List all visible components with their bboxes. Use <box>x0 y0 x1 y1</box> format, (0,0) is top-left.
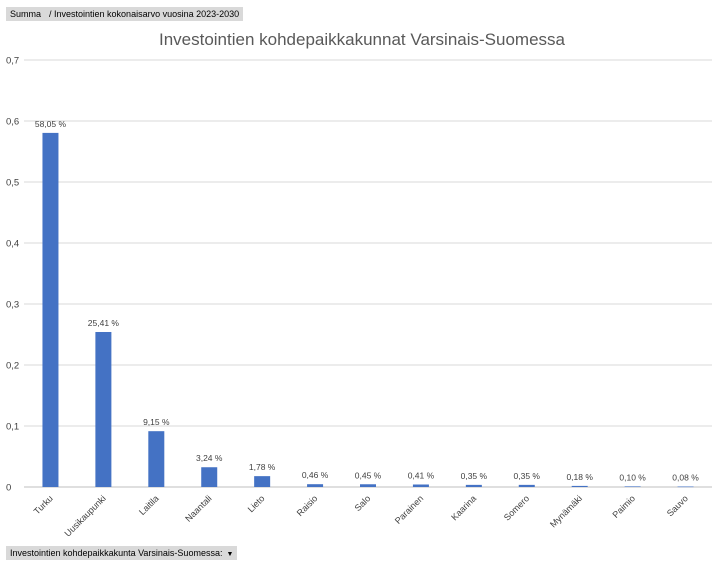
x-category-label: Raisio <box>295 493 320 518</box>
x-category-label: Somero <box>502 493 531 522</box>
data-label: 25,41 % <box>88 318 120 328</box>
bar <box>677 486 694 488</box>
bar <box>42 132 59 487</box>
x-category-label: Naantali <box>183 493 213 523</box>
x-category-label: Salo <box>353 493 373 513</box>
x-category-label: Laitila <box>137 493 161 517</box>
data-label: 0,18 % <box>566 472 593 482</box>
axis-field-label: Investointien kohdepaikkakunta Varsinais… <box>10 548 223 558</box>
y-tick-label: 0,5 <box>6 178 19 189</box>
data-label: 0,41 % <box>408 470 435 480</box>
y-tick-label: 0,6 <box>6 117 19 128</box>
bar <box>360 484 376 487</box>
data-label: 58,05 % <box>35 119 67 129</box>
pivot-axis-field-dropdown[interactable]: Investointien kohdepaikkakunta Varsinais… <box>6 546 238 560</box>
dropdown-arrow-icon: ▼ <box>226 551 234 558</box>
y-tick-label: 0,4 <box>6 239 19 250</box>
bar <box>95 331 112 487</box>
data-label: 0,35 % <box>514 471 541 481</box>
x-category-label: Uusikaupunki <box>63 493 108 538</box>
chart-title: Investointien kohdepaikkakunnat Varsinai… <box>159 30 566 49</box>
bar <box>465 484 482 487</box>
data-label: 0,45 % <box>355 470 382 480</box>
data-label: 9,15 % <box>143 417 170 427</box>
y-tick-label: 0,1 <box>6 422 19 433</box>
x-category-label: Parainen <box>393 493 426 526</box>
x-category-label: Turku <box>32 493 55 516</box>
value-field-name: / Investointien kokonaisarvo vuosina 202… <box>49 9 240 19</box>
bar <box>254 476 271 487</box>
bar <box>624 486 641 487</box>
value-field-label: Summa <box>10 9 42 19</box>
y-tick-label: 0,7 <box>6 56 19 67</box>
bar <box>518 484 535 487</box>
data-label: 3,24 % <box>196 453 223 463</box>
data-label: 0,46 % <box>302 470 329 480</box>
bars <box>42 132 694 488</box>
y-axis-tick-labels: 0 0,1 0,2 0,3 0,4 0,5 0,6 0,7 <box>6 56 19 494</box>
pivot-value-field-button[interactable]: Summa / Investointien kokonaisarvo vuosin… <box>6 7 244 21</box>
y-tick-label: 0 <box>6 483 11 494</box>
data-label: 0,08 % <box>672 473 699 483</box>
bar <box>571 485 588 487</box>
bar <box>412 484 429 487</box>
data-label: 0,35 % <box>461 471 488 481</box>
x-category-label: Kaarina <box>449 493 478 522</box>
bar <box>201 467 218 487</box>
bar <box>148 431 165 487</box>
x-category-label: Paimio <box>611 493 638 520</box>
x-axis-category-labels: Turku Uusikaupunki Laitila Naantali Lieto Rai… <box>32 493 690 538</box>
data-label: 1,78 % <box>249 462 276 472</box>
y-tick-label: 0,2 <box>6 361 19 372</box>
grid-lines <box>24 59 712 488</box>
bar <box>307 484 324 487</box>
data-label: 0,10 % <box>619 472 646 482</box>
data-labels: 58,05 % 25,41 % 9,15 % 3,24 % 1,78 % 0,46 % 0,… <box>35 119 699 483</box>
x-category-label: Mynämäki <box>548 493 584 529</box>
x-category-label: Sauvo <box>665 493 690 518</box>
x-category-label: Lieto <box>246 493 267 514</box>
y-tick-label: 0,3 <box>6 300 19 311</box>
